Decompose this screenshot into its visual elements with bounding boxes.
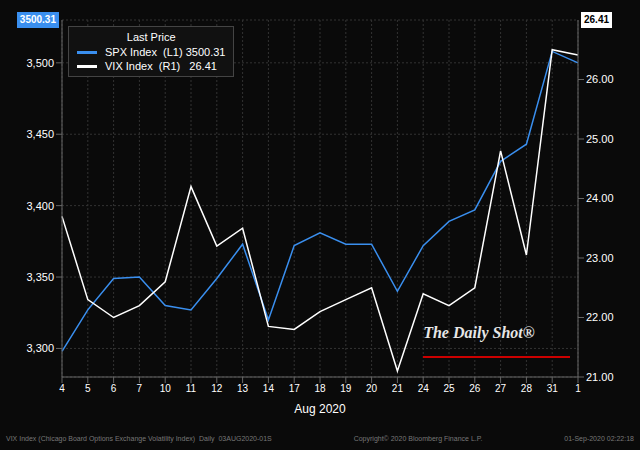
svg-text:22.00: 22.00 [586, 311, 614, 323]
svg-text:26: 26 [469, 383, 481, 394]
svg-text:3,400: 3,400 [26, 200, 54, 212]
html-text:The Daily Shot®: The Daily Shot® [423, 324, 535, 342]
svg-text:21.00: 21.00 [586, 371, 614, 383]
svg-text:18: 18 [314, 383, 326, 394]
svg-text:12: 12 [211, 383, 223, 394]
svg-text:3,350: 3,350 [26, 271, 54, 283]
html-text:Last Price: Last Price [126, 31, 176, 43]
svg-text:1: 1 [575, 383, 581, 394]
html-text:Copyright© 2020 Bloomberg Fina: Copyright© 2020 Bloomberg Finance L.P. [353, 435, 483, 442]
svg-text:26.00: 26.00 [586, 73, 614, 85]
svg-text:3,300: 3,300 [26, 342, 54, 354]
html-text:01-Sep-2020 02:22:18: 01-Sep-2020 02:22:18 [564, 435, 634, 442]
svg-text:11: 11 [186, 383, 197, 394]
svg-text:24: 24 [418, 383, 430, 394]
svg-text:10: 10 [160, 383, 172, 394]
html-text:VIX Index (Chicago Board Optio: VIX Index (Chicago Board Options Exchang… [6, 435, 272, 442]
svg-text:3,450: 3,450 [26, 128, 54, 140]
svg-text:6: 6 [111, 383, 117, 394]
svg-text:7: 7 [137, 383, 143, 394]
svg-text:Aug 2020: Aug 2020 [294, 402, 346, 416]
svg-text:27: 27 [495, 383, 507, 394]
svg-text:31: 31 [547, 383, 559, 394]
html-text:3500.31: 3500.31 [19, 14, 56, 25]
svg-text:17: 17 [289, 383, 301, 394]
svg-text:3,500: 3,500 [26, 57, 54, 69]
svg-text:4: 4 [59, 383, 65, 394]
svg-text:21: 21 [392, 383, 404, 394]
svg-text:5: 5 [85, 383, 91, 394]
svg-text:13: 13 [237, 383, 249, 394]
svg-text:24.00: 24.00 [586, 192, 614, 204]
html-text:SPX Index (L1) 3500.31: SPX Index (L1) 3500.31 [105, 46, 226, 58]
svg-text:20: 20 [366, 383, 378, 394]
svg-text:25: 25 [443, 383, 455, 394]
svg-text:14: 14 [263, 383, 275, 394]
html-text:26.41: 26.41 [584, 14, 609, 25]
svg-text:19: 19 [340, 383, 352, 394]
html-text:VIX Index (R1) 26.41: VIX Index (R1) 26.41 [105, 60, 217, 72]
svg-text:23.00: 23.00 [586, 252, 614, 264]
svg-text:28: 28 [521, 383, 533, 394]
svg-text:25.00: 25.00 [586, 133, 614, 145]
